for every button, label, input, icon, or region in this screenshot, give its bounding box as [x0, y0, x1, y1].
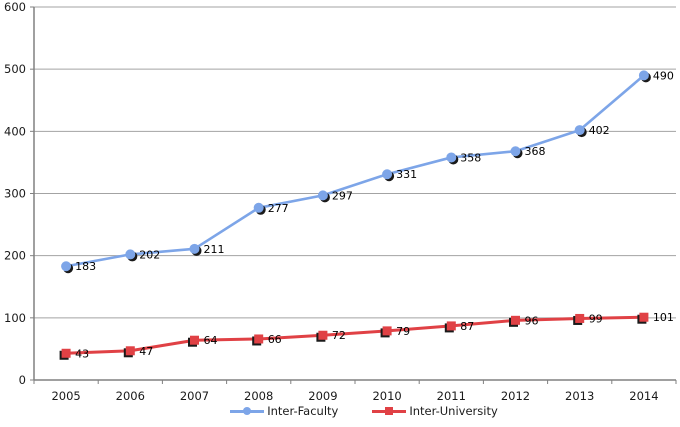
square-marker-icon	[511, 315, 520, 325]
data-label: 202	[139, 248, 160, 261]
x-tick-label: 2013	[565, 389, 594, 403]
square-marker-icon	[385, 407, 394, 415]
y-tick-label: 400	[4, 124, 26, 138]
legend-label-inter-university: Inter-University	[409, 404, 498, 418]
data-label: 490	[653, 69, 674, 82]
y-tick-label: 300	[4, 187, 26, 201]
square-marker-icon	[382, 326, 392, 336]
data-label: 297	[332, 189, 353, 202]
data-label: 47	[139, 345, 153, 358]
circle-marker-icon	[510, 146, 521, 157]
square-marker-icon	[61, 348, 71, 358]
data-label: 87	[460, 320, 474, 333]
legend: Inter-Faculty Inter-University	[0, 404, 680, 418]
x-tick-label: 2011	[437, 389, 466, 403]
x-tick-label: 2014	[629, 389, 658, 403]
square-marker-icon	[639, 312, 649, 322]
data-label: 72	[332, 329, 346, 342]
data-label: 183	[75, 260, 96, 273]
data-label: 96	[525, 314, 539, 327]
x-tick-label: 2008	[244, 389, 273, 403]
legend-label-inter-faculty: Inter-Faculty	[267, 404, 339, 418]
y-tick-label: 500	[4, 62, 26, 76]
legend-line-circle-icon	[230, 407, 265, 415]
x-tick-label: 2005	[51, 389, 80, 403]
circle-marker-icon	[382, 169, 393, 180]
circle-marker-icon	[253, 202, 264, 213]
data-label: 368	[525, 145, 546, 158]
x-tick-label: 2012	[501, 389, 530, 403]
circle-marker-icon	[189, 243, 200, 254]
square-marker-icon	[190, 335, 199, 345]
legend-line-square-icon	[372, 407, 407, 415]
circle-marker-icon	[446, 152, 457, 163]
circle-marker-icon	[125, 249, 136, 260]
data-label: 101	[653, 311, 674, 324]
y-tick-label: 600	[4, 0, 26, 14]
circle-marker-icon	[61, 261, 72, 272]
data-label: 99	[589, 312, 603, 325]
legend-item-inter-faculty: Inter-Faculty	[230, 404, 338, 418]
y-tick-label: 100	[4, 311, 26, 325]
legend-item-inter-university: Inter-University	[372, 404, 498, 418]
data-label: 402	[589, 124, 610, 137]
square-marker-icon	[125, 346, 135, 356]
data-label: 331	[396, 168, 417, 181]
y-tick-label: 200	[4, 249, 26, 263]
circle-marker-icon	[243, 407, 252, 415]
circle-marker-icon	[638, 70, 649, 81]
data-label: 277	[268, 202, 289, 215]
y-tick-label: 0	[19, 373, 26, 387]
series-line	[64, 315, 646, 355]
square-marker-icon	[254, 334, 264, 344]
circle-marker-icon	[317, 190, 328, 201]
square-marker-icon	[446, 321, 456, 331]
data-label: 64	[204, 334, 218, 347]
series-line	[64, 74, 646, 268]
data-label: 79	[396, 325, 410, 338]
data-label: 43	[75, 347, 89, 360]
data-label: 358	[460, 151, 481, 164]
x-tick-label: 2006	[116, 389, 145, 403]
x-tick-label: 2009	[308, 389, 337, 403]
square-marker-icon	[575, 313, 585, 323]
x-tick-label: 2007	[180, 389, 209, 403]
square-marker-icon	[318, 330, 328, 340]
data-label: 66	[268, 333, 282, 346]
data-label: 211	[204, 243, 225, 256]
x-tick-label: 2010	[372, 389, 401, 403]
circle-marker-icon	[574, 125, 585, 136]
